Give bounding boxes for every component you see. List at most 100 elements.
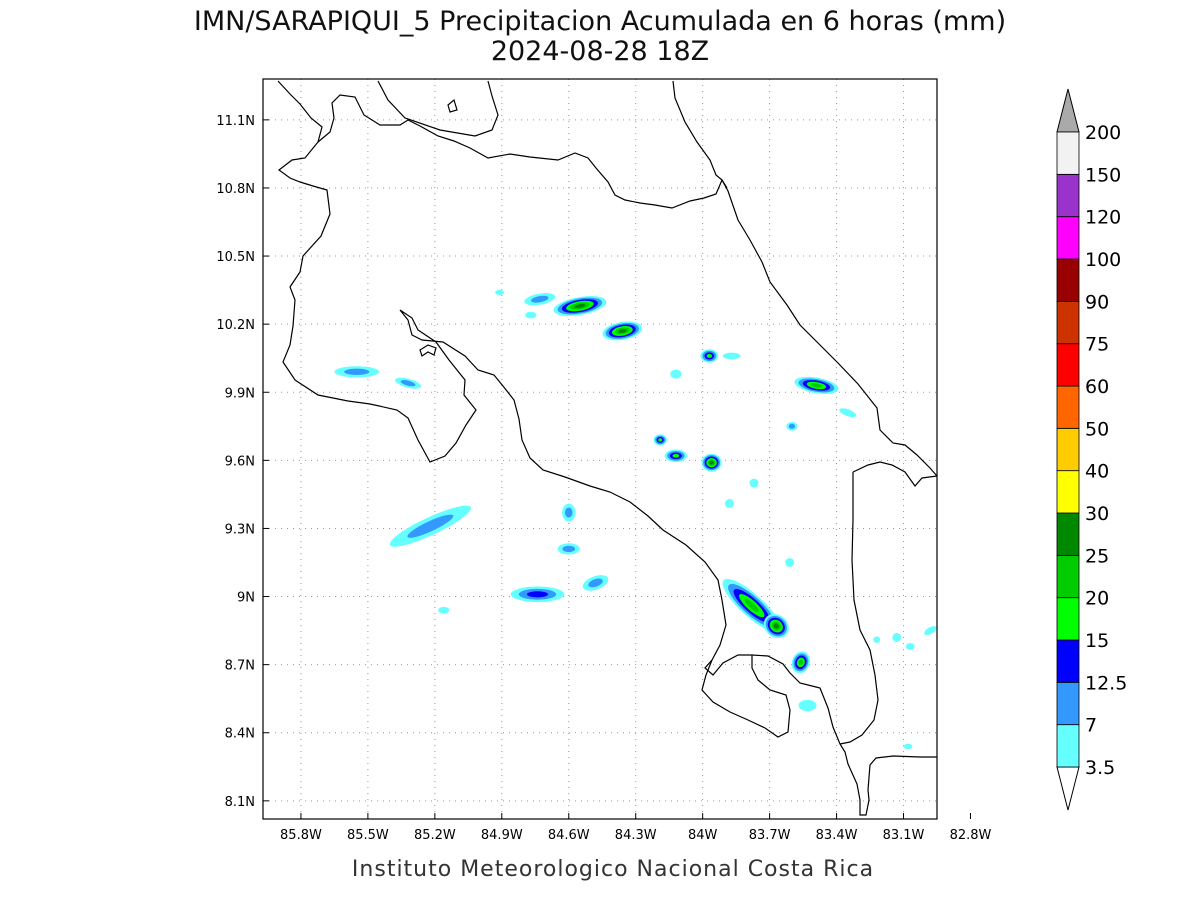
lon-tick-label: 83.4W <box>816 828 858 843</box>
lat-tick-label: 9N <box>237 591 255 606</box>
legend-swatch <box>1056 554 1080 599</box>
map-subtitle-date: 2024-08-28 18Z <box>491 36 709 67</box>
lon-tick-label: 83.1W <box>883 828 925 843</box>
rain-cell <box>873 636 881 644</box>
legend-swatch <box>1056 216 1080 260</box>
rain-cell <box>903 743 913 750</box>
rain-contour-level <box>984 673 993 680</box>
longitude-tick-labels: 85.8W 85.5W 85.2W 84.9W 84.6W 84.3W 84W 83.7W 83… <box>280 813 992 843</box>
rain-cell <box>395 377 422 389</box>
lake-nicaragua-shore <box>377 80 499 137</box>
panama-border-south <box>839 472 879 745</box>
rain-cell <box>763 613 789 639</box>
lat-tick-label: 9.9N <box>225 386 255 401</box>
nicaragua-border <box>317 94 728 209</box>
rain-contour-level <box>618 329 627 333</box>
legend-label: 3.5 <box>1085 757 1115 779</box>
lat-tick-label: 8.4N <box>225 727 255 742</box>
lat-tick-label: 8.7N <box>225 659 255 674</box>
rain-contour-level <box>562 545 576 553</box>
legend-swatch <box>1056 470 1080 514</box>
rain-contour-level <box>744 599 759 613</box>
legend-swatch <box>1056 639 1080 683</box>
rain-contour-level <box>773 623 779 629</box>
rain-contour-level <box>873 636 881 644</box>
rain-cell <box>524 293 556 306</box>
legend-label: 50 <box>1085 418 1109 440</box>
rain-cell <box>700 349 719 363</box>
rain-cell <box>510 586 565 603</box>
rain-cell <box>905 643 915 650</box>
map-title: IMN/SARAPIQUI_5 Precipitacion Acumulada … <box>194 6 1006 37</box>
lon-tick-label: 83.7W <box>749 828 791 843</box>
legend-label: 90 <box>1085 291 1109 313</box>
caribbean-coastline <box>672 80 937 477</box>
rain-contour-level <box>956 496 967 503</box>
rain-cell <box>525 311 537 319</box>
rain-cell <box>794 376 839 395</box>
rain-cell <box>701 453 722 472</box>
rain-cell <box>982 671 995 681</box>
rain-contour-level <box>526 591 549 598</box>
rain-contour-level <box>924 626 937 636</box>
legend-swatch <box>1056 512 1080 556</box>
legend-arrow-bottom <box>1056 766 1080 811</box>
rain-cell <box>791 651 811 674</box>
rain-cell <box>553 296 607 316</box>
legend-label: 12.5 <box>1085 672 1127 694</box>
rain-contour-level <box>706 353 713 358</box>
precipitation-field <box>334 289 995 750</box>
lon-tick-label: 84.3W <box>615 828 657 843</box>
rain-contour-level <box>839 408 857 418</box>
rain-contour-level <box>531 295 549 303</box>
rain-contour-level <box>438 606 450 614</box>
rain-cell <box>785 558 795 567</box>
panama-border <box>852 461 937 487</box>
legend-label: 200 <box>1085 122 1121 144</box>
legend-label: 25 <box>1085 545 1109 567</box>
osa-peninsula-coast <box>701 655 791 738</box>
map-plot-area: 85.8W 85.5W 85.2W 84.9W 84.6W 84.3W 84W 83.7W 83… <box>216 78 995 843</box>
legend-label: 20 <box>1085 588 1109 610</box>
rain-cell <box>602 321 643 341</box>
rain-contour-level <box>400 380 416 387</box>
rain-cell <box>562 503 576 522</box>
legend-swatch <box>1056 300 1080 345</box>
lat-tick-label: 10.8N <box>216 182 255 197</box>
rain-contour-level <box>811 383 822 388</box>
rain-contour-level <box>724 499 734 508</box>
latitude-tick-labels: 11.1N 10.8N 10.5N 10.2N 9.9N 9.6N 9.3N 9N 8.7N 8.… <box>216 114 269 810</box>
rain-cell <box>582 575 609 591</box>
rain-contour-level <box>749 478 759 488</box>
map-frame <box>262 78 938 820</box>
rain-contour-level <box>986 674 991 678</box>
lat-tick-label: 10.2N <box>216 318 255 333</box>
legend-swatch <box>1056 343 1080 387</box>
legend-swatch <box>1056 131 1080 175</box>
rain-cell <box>724 499 734 508</box>
lon-tick-label: 84.6W <box>548 828 590 843</box>
rain-cell <box>557 543 580 555</box>
lat-tick-label: 9.6N <box>225 454 255 469</box>
legend-swatch <box>1056 173 1080 218</box>
lon-tick-label: 85.2W <box>414 828 456 843</box>
rain-cell <box>438 606 450 614</box>
lat-tick-label: 10.5N <box>216 250 255 265</box>
legend-arrow-top <box>1056 88 1080 133</box>
rain-contour-level <box>798 659 804 666</box>
map-background <box>263 79 937 819</box>
rain-contour-level <box>788 423 796 429</box>
color-legend: 3.5 7 12.5 15 20 25 30 40 50 60 75 90 100 120 150 200 <box>1056 88 1127 811</box>
legend-label: 150 <box>1085 164 1121 186</box>
legend-swatch <box>1056 681 1080 726</box>
rain-contour-level <box>785 558 795 567</box>
legend-label: 60 <box>1085 376 1109 398</box>
rain-cell <box>786 421 798 431</box>
rain-cell <box>892 632 902 642</box>
rain-contour-level <box>407 514 454 538</box>
rain-contour-level <box>670 369 682 379</box>
rain-contour-level <box>658 438 663 442</box>
footer-credit: Instituto Meteorologico Nacional Costa R… <box>352 857 874 882</box>
lat-tick-label: 8.1N <box>225 795 255 810</box>
